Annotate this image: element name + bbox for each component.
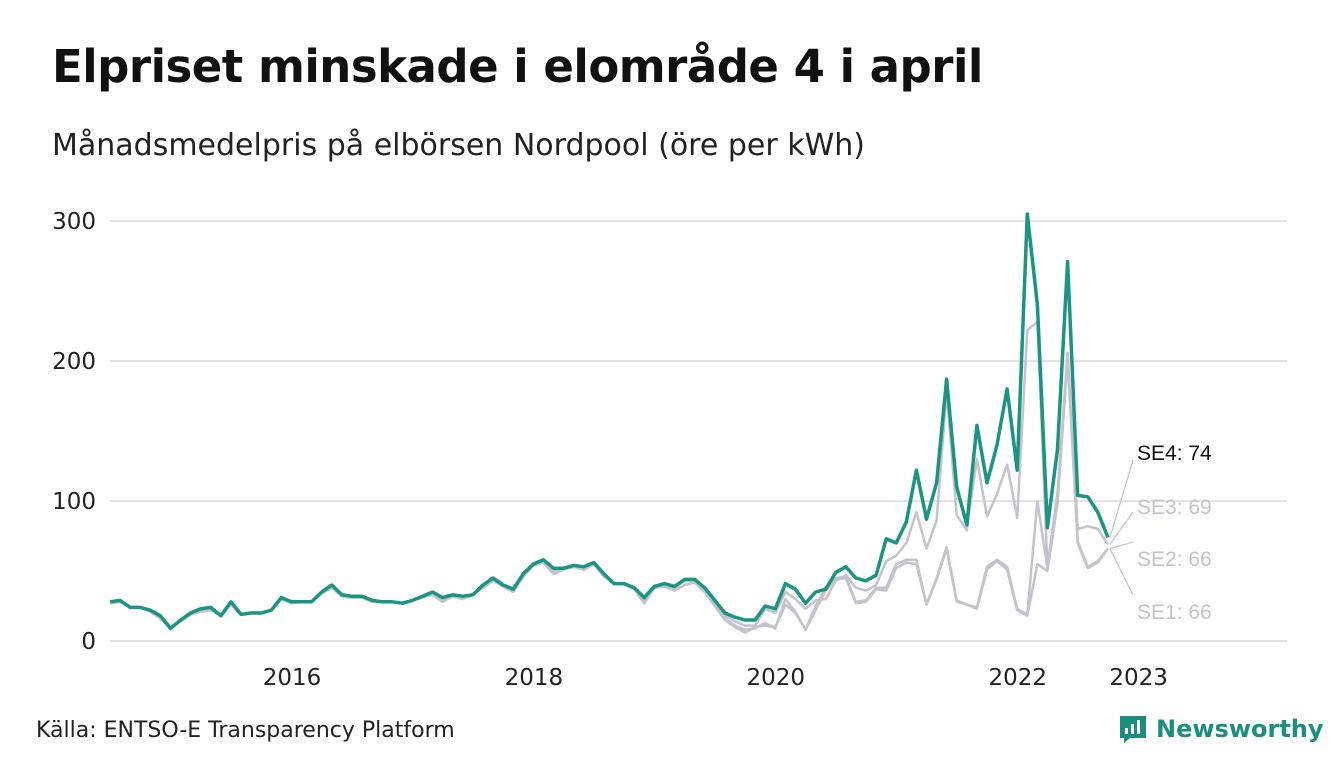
gridlines [110,220,1287,642]
y-tick-label: 300 [52,209,96,235]
brand-name: Newsworthy [1156,715,1324,743]
series-line-se3 [109,320,1109,630]
y-axis-ticks: 0 100 200 300 [52,209,96,655]
source-note: Källa: ENTSO-E Transparency Platform [36,718,455,743]
x-tick-label: 2022 [988,665,1047,691]
series-label-se4: SE4: 74 [1137,442,1212,465]
chart-title: Elpriset minskade i elområde 4 i april [52,40,983,93]
newsworthy-logo-icon [1120,716,1146,743]
chart-subtitle: Månadsmedelpris på elbörsen Nordpool (ör… [52,128,865,163]
series-labels: SE4: 74 SE3: 69 SE2: 66 SE1: 66 [1109,442,1212,624]
leader-line [1109,511,1134,545]
series-line-se4 [109,212,1110,631]
y-tick-label: 200 [52,349,96,375]
x-axis-ticks: 2016 2018 2020 2022 2023 [263,665,1168,691]
series-label-se2: SE2: 66 [1137,548,1212,571]
x-tick-label: 2020 [747,665,806,691]
series-lines [109,212,1110,634]
leader-line [1109,541,1134,550]
leader-line [1109,548,1134,596]
y-tick-label: 100 [52,489,96,515]
series-label-se1: SE1: 66 [1137,601,1212,624]
series-label-se3: SE3: 69 [1137,496,1212,519]
brand-logo: Newsworthy [1118,714,1324,744]
x-tick-label: 2023 [1109,665,1168,691]
y-tick-label: 0 [81,629,96,655]
x-tick-label: 2016 [263,665,322,691]
x-tick-label: 2018 [505,665,564,691]
leader-line [1109,459,1134,538]
